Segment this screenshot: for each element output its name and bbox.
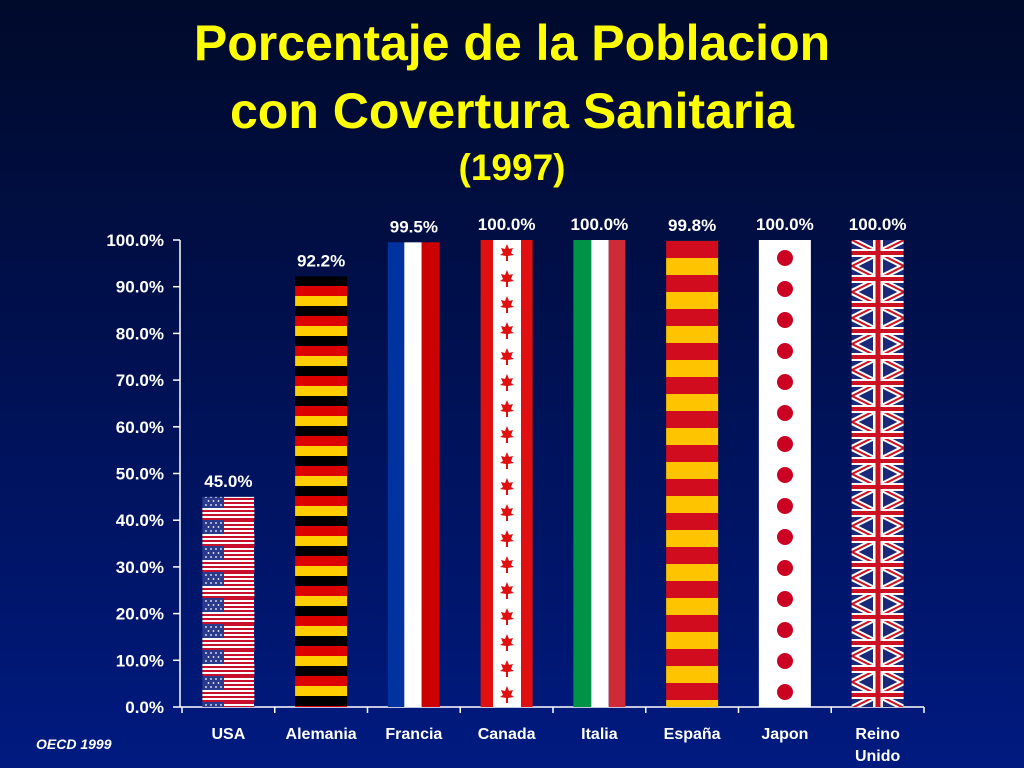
- chart-title-line-2: con Covertura Sanitaria: [229, 83, 795, 139]
- x-tick-label: USA: [211, 726, 245, 743]
- bar-alemania: [295, 276, 348, 707]
- bar-canada: [480, 240, 533, 707]
- bar-reino-unido: [851, 240, 904, 707]
- y-tick-label: 40.0%: [116, 511, 164, 530]
- y-tick-label: 100.0%: [106, 231, 164, 250]
- x-tick-label: Francia: [385, 726, 442, 743]
- x-tick-label: Italia: [581, 726, 618, 743]
- x-tick-label: Japon: [761, 726, 808, 743]
- chart-title-line-1: Porcentaje de la Poblacion: [193, 15, 831, 71]
- data-label: 100.0%: [849, 215, 907, 234]
- bar-japon: [758, 240, 811, 707]
- bar-usa: [202, 496, 255, 707]
- x-tick-label: Reino Unido: [855, 726, 901, 765]
- y-tick-label: 10.0%: [116, 651, 164, 670]
- y-tick-label: 0.0%: [125, 698, 164, 717]
- y-tick-label: 20.0%: [116, 605, 164, 624]
- y-tick-label: 30.0%: [116, 558, 164, 577]
- y-tick-label: 90.0%: [116, 278, 164, 297]
- y-tick-label: 60.0%: [116, 418, 164, 437]
- bar-españa: [666, 240, 719, 707]
- data-label: 99.8%: [668, 216, 716, 235]
- data-label: 45.0%: [204, 472, 252, 491]
- y-tick-label: 50.0%: [116, 465, 164, 484]
- chart-title-line-3: (1997): [458, 147, 566, 188]
- data-label: 100.0%: [756, 215, 814, 234]
- source-note: OECD 1999: [36, 736, 112, 752]
- x-tick-label: Canada: [478, 726, 536, 743]
- data-label: 92.2%: [297, 251, 345, 270]
- data-label: 99.5%: [390, 217, 438, 236]
- bar-francia: [387, 242, 440, 707]
- x-tick-label: España: [664, 726, 721, 743]
- data-label: 100.0%: [571, 215, 629, 234]
- data-label: 100.0%: [478, 215, 536, 234]
- y-tick-label: 80.0%: [116, 324, 164, 343]
- y-tick-label: 70.0%: [116, 371, 164, 390]
- bar-italia: [573, 240, 626, 707]
- x-tick-label: Alemania: [286, 726, 357, 743]
